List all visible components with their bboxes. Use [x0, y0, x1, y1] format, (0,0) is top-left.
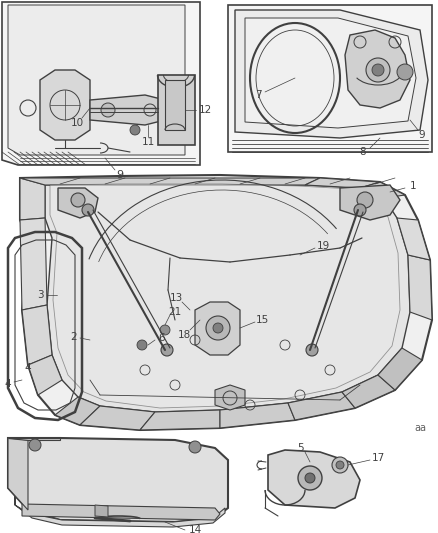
- Text: 17: 17: [371, 453, 385, 463]
- Text: 5: 5: [297, 443, 303, 453]
- Text: 9: 9: [117, 170, 124, 180]
- Circle shape: [130, 125, 140, 135]
- Text: 21: 21: [168, 307, 182, 317]
- Circle shape: [372, 64, 384, 76]
- Polygon shape: [45, 183, 410, 412]
- Circle shape: [354, 204, 366, 216]
- Polygon shape: [20, 178, 45, 220]
- Text: 2: 2: [71, 332, 78, 342]
- Text: 6: 6: [159, 333, 165, 343]
- Text: 10: 10: [71, 118, 84, 128]
- Polygon shape: [20, 175, 432, 430]
- Circle shape: [101, 103, 115, 117]
- Polygon shape: [40, 70, 90, 140]
- Polygon shape: [245, 18, 416, 128]
- Circle shape: [357, 192, 373, 208]
- Polygon shape: [342, 375, 395, 408]
- Text: 19: 19: [316, 241, 330, 251]
- Text: 7: 7: [254, 90, 261, 100]
- Circle shape: [160, 325, 170, 335]
- Polygon shape: [305, 178, 380, 188]
- Text: 18: 18: [177, 330, 191, 340]
- Polygon shape: [8, 438, 60, 440]
- Text: 3: 3: [37, 290, 43, 300]
- Polygon shape: [215, 385, 245, 410]
- Text: 9: 9: [419, 130, 425, 140]
- Polygon shape: [95, 505, 108, 517]
- Text: 4: 4: [5, 379, 11, 389]
- Polygon shape: [80, 406, 155, 430]
- Circle shape: [298, 466, 322, 490]
- Text: aa: aa: [414, 423, 426, 433]
- Circle shape: [336, 461, 344, 469]
- Polygon shape: [288, 392, 355, 420]
- Polygon shape: [158, 75, 195, 145]
- Text: 11: 11: [141, 137, 155, 147]
- Circle shape: [213, 323, 223, 333]
- Polygon shape: [195, 302, 240, 355]
- Polygon shape: [22, 305, 52, 365]
- Text: 8: 8: [360, 147, 366, 157]
- Polygon shape: [378, 348, 422, 390]
- Text: 4: 4: [25, 363, 31, 373]
- Circle shape: [305, 473, 315, 483]
- Text: 1: 1: [410, 181, 416, 191]
- Circle shape: [206, 316, 230, 340]
- Polygon shape: [22, 504, 220, 520]
- Polygon shape: [90, 95, 165, 125]
- Polygon shape: [8, 5, 185, 155]
- Polygon shape: [220, 403, 295, 428]
- Polygon shape: [228, 5, 432, 152]
- Text: 13: 13: [170, 293, 183, 303]
- Polygon shape: [8, 438, 28, 510]
- Polygon shape: [20, 178, 320, 185]
- Polygon shape: [165, 80, 185, 130]
- Polygon shape: [50, 184, 400, 408]
- Text: 12: 12: [198, 105, 212, 115]
- Circle shape: [306, 344, 318, 356]
- Circle shape: [29, 439, 41, 451]
- Polygon shape: [58, 188, 98, 218]
- Polygon shape: [8, 438, 228, 522]
- Text: 14: 14: [188, 525, 201, 533]
- Circle shape: [161, 344, 173, 356]
- Polygon shape: [397, 218, 430, 260]
- Circle shape: [71, 193, 85, 207]
- Polygon shape: [28, 355, 62, 395]
- Polygon shape: [268, 450, 360, 508]
- Polygon shape: [408, 255, 432, 320]
- Polygon shape: [2, 2, 200, 165]
- Polygon shape: [360, 182, 405, 198]
- Polygon shape: [55, 397, 100, 425]
- Polygon shape: [340, 185, 400, 220]
- Polygon shape: [20, 218, 47, 310]
- Circle shape: [189, 441, 201, 453]
- Circle shape: [397, 64, 413, 80]
- Polygon shape: [345, 30, 410, 108]
- Circle shape: [366, 58, 390, 82]
- Circle shape: [82, 204, 94, 216]
- Text: 15: 15: [255, 315, 268, 325]
- Circle shape: [332, 457, 348, 473]
- Polygon shape: [15, 488, 225, 527]
- Circle shape: [137, 340, 147, 350]
- Polygon shape: [140, 410, 220, 430]
- Polygon shape: [235, 10, 428, 138]
